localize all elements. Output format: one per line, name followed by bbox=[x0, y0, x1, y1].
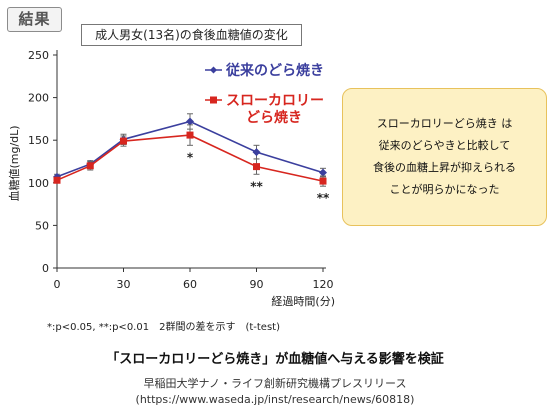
source-credit: 早稲田大学ナノ・ライフ創新研究機構プレスリリース bbox=[143, 377, 407, 390]
data-point bbox=[120, 137, 127, 145]
conclusion-callout: スローカロリーどら焼き は 従来のどらやきと比較して 食後の血糖上昇が抑えられる… bbox=[342, 88, 547, 226]
y-tick-label: 150 bbox=[28, 134, 49, 147]
significance-marker: ** bbox=[250, 179, 263, 193]
x-axis-label: 経過時間(分) bbox=[271, 295, 335, 308]
legend-marker bbox=[210, 96, 217, 104]
source-url: (https://www.waseda.jp/inst/research/new… bbox=[135, 393, 415, 406]
legend-item-1: 従来のどら焼き bbox=[205, 62, 324, 79]
data-point bbox=[252, 148, 261, 157]
x-tick-label: 120 bbox=[313, 278, 334, 291]
data-point bbox=[186, 131, 194, 139]
y-tick-label: 0 bbox=[42, 262, 49, 275]
data-point bbox=[53, 176, 61, 184]
legend-marker bbox=[210, 66, 217, 74]
legend-label: スローカロリーどら焼き bbox=[226, 93, 324, 126]
chart-axes: 0 50 100 150 200 250 0 30 60 90 120 経過時間(分) 血糖値(mg/d… bbox=[7, 49, 335, 308]
chart-series: ***** bbox=[53, 113, 330, 205]
result-badge: 結果 bbox=[7, 7, 62, 32]
x-tick-label: 60 bbox=[183, 278, 197, 291]
data-point bbox=[319, 168, 327, 177]
data-point bbox=[319, 177, 327, 185]
significance-marker: * bbox=[187, 150, 194, 164]
y-tick-label: 50 bbox=[35, 219, 49, 232]
series-2 bbox=[53, 124, 327, 187]
callout-line-1: スローカロリーどら焼き は bbox=[376, 117, 513, 130]
significance-footnote: *:p<0.05, **:p<0.01 2群間の差を示す (t-test) bbox=[47, 322, 280, 333]
legend-label: 従来のどら焼き bbox=[225, 62, 324, 79]
callout-line-4: ことが明らかになった bbox=[389, 183, 500, 196]
callout-text: スローカロリーどら焼き は 従来のどらやきと比較して 食後の血糖上昇が抑えられる… bbox=[373, 113, 516, 201]
data-point bbox=[186, 117, 194, 126]
x-tick-label: 30 bbox=[117, 278, 131, 291]
data-point bbox=[86, 162, 94, 170]
x-tick-label: 90 bbox=[250, 278, 264, 291]
y-axis-label: 血糖値(mg/dL) bbox=[7, 125, 21, 201]
legend-item-2: スローカロリーどら焼き bbox=[205, 93, 324, 126]
x-tick-label: 0 bbox=[54, 278, 61, 291]
significance-marker: ** bbox=[317, 191, 330, 205]
figure-caption: 「スローカロリーどら焼き」が血糖値へ与える影響を検証 bbox=[106, 352, 444, 367]
callout-line-2: 従来のどらやきと比較して bbox=[378, 139, 511, 152]
y-tick-label: 200 bbox=[28, 92, 49, 105]
chart-title: 成人男女(13名)の食後血糖値の変化 bbox=[81, 24, 302, 46]
y-tick-label: 250 bbox=[28, 49, 49, 62]
data-point bbox=[253, 163, 260, 171]
series-line bbox=[56, 120, 324, 178]
series-line bbox=[56, 134, 324, 182]
y-tick-label: 100 bbox=[28, 177, 49, 190]
callout-line-3: 食後の血糖上昇が抑えられる bbox=[373, 161, 516, 174]
